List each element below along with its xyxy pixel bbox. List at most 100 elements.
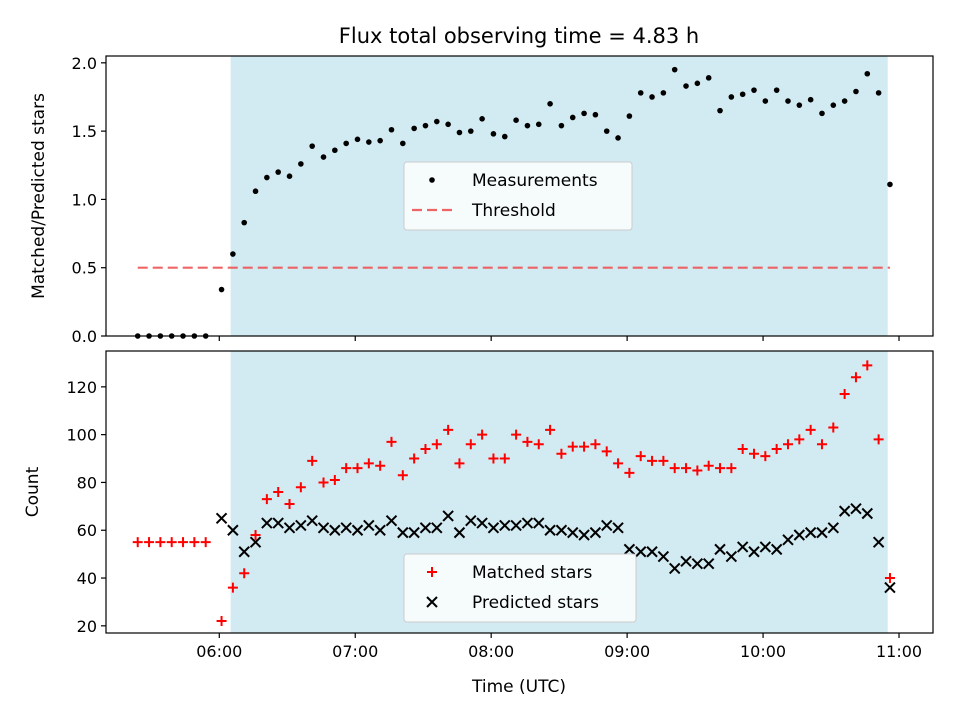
count-y-tick-label: 60 xyxy=(77,521,97,540)
matched-stars-point xyxy=(250,530,261,541)
measurements-point xyxy=(535,121,542,128)
matched-stars-point xyxy=(454,458,465,469)
predicted-stars-point xyxy=(601,519,613,532)
predicted-stars-point xyxy=(351,524,364,536)
predicted-stars-point xyxy=(578,529,590,541)
measurements-point xyxy=(739,91,746,98)
measurements-point xyxy=(490,131,497,137)
predicted-stars-point xyxy=(884,581,896,594)
predicted-stars-point xyxy=(397,526,409,539)
matched-stars-point xyxy=(850,372,861,383)
legend-label: Threshold xyxy=(471,201,556,221)
measurements-point xyxy=(332,147,338,154)
legend-label: Measurements xyxy=(472,171,598,191)
predicted-stars-point xyxy=(306,514,318,527)
measurements-point xyxy=(581,110,587,117)
matched-stars-point xyxy=(386,436,397,447)
measurements-point xyxy=(479,116,485,122)
measurements-point xyxy=(637,90,644,96)
matched-stars-point xyxy=(805,424,816,435)
measurements-point xyxy=(649,94,655,100)
ratio-y-tick-label: 2.0 xyxy=(72,54,97,73)
predicted-stars-point xyxy=(759,541,772,553)
matched-stars-point xyxy=(477,429,488,440)
predicted-stars-point xyxy=(646,546,658,558)
predicted-stars-point xyxy=(793,529,806,541)
measurements-point xyxy=(864,70,871,77)
ratio-y-tick-label: 0.0 xyxy=(72,327,97,346)
measurements-point xyxy=(819,110,825,117)
measurements-point xyxy=(400,140,406,147)
predicted-stars-point xyxy=(408,526,420,539)
predicted-stars-point xyxy=(227,524,239,536)
measurements-point xyxy=(298,161,304,167)
predicted-stars-point xyxy=(317,522,330,534)
legend-matched-stars-swatch xyxy=(427,567,437,577)
measurements-point xyxy=(592,111,599,118)
matched-stars-point xyxy=(782,439,793,450)
predicted-stars-point xyxy=(782,534,794,546)
measurements-point xyxy=(275,169,281,175)
matched-stars-point xyxy=(715,463,726,474)
measurements-point xyxy=(252,188,259,195)
predicted-stars-point xyxy=(838,505,851,517)
matched-stars-point xyxy=(307,455,318,466)
matched-stars-point xyxy=(873,434,884,445)
matched-stars-point xyxy=(239,568,250,579)
predicted-stars-point xyxy=(555,524,568,536)
matched-stars-point xyxy=(511,429,522,440)
matched-stars-point xyxy=(681,463,692,474)
measurements-point xyxy=(445,121,451,128)
predicted-stars-point xyxy=(487,522,500,534)
measurements-point xyxy=(615,135,621,141)
predicted-stars-point xyxy=(861,507,874,520)
predicted-stars-point xyxy=(533,517,545,529)
matched-stars-point xyxy=(189,537,200,548)
matched-stars-point xyxy=(144,537,155,548)
x-tick-label: 11:00 xyxy=(876,642,922,661)
x-tick-label: 06:00 xyxy=(196,642,242,661)
predicted-stars-point xyxy=(283,522,296,534)
matched-stars-point xyxy=(363,458,374,469)
matched-stars-point xyxy=(545,424,556,435)
matched-stars-point xyxy=(737,443,748,454)
matched-stars-point xyxy=(352,463,363,474)
matched-stars-point xyxy=(295,482,306,493)
measurements-point xyxy=(411,125,417,132)
predicted-stars-point xyxy=(657,550,670,563)
predicted-stars-point xyxy=(816,526,828,539)
legend-label: Predicted stars xyxy=(472,593,599,613)
predicted-stars-point xyxy=(850,503,862,515)
predicted-stars-point xyxy=(702,557,715,570)
matched-stars-point xyxy=(862,360,873,371)
ratio-y-tick-label: 1.0 xyxy=(72,190,97,209)
measurements-point xyxy=(366,139,372,145)
measurements-point xyxy=(218,286,225,293)
predicted-stars-point xyxy=(612,522,624,534)
matched-stars-point xyxy=(488,453,499,464)
matched-stars-point xyxy=(567,441,578,452)
matched-stars-point xyxy=(749,448,760,459)
measurements-point xyxy=(660,90,667,96)
matched-stars-point xyxy=(613,458,624,469)
measurements-point xyxy=(671,66,678,73)
predicted-stars-point xyxy=(295,519,307,532)
axes-frame xyxy=(105,350,934,634)
matched-stars-point xyxy=(669,463,680,474)
ratio-y-axis-label: Matched/Predicted stars xyxy=(29,93,49,299)
predicted-stars-point xyxy=(329,524,341,536)
x-tick-label: 07:00 xyxy=(332,642,378,661)
matched-stars-point xyxy=(771,443,782,454)
predicted-stars-point xyxy=(567,526,579,539)
count-panel: 20 40 60 80 100 120 06:00 07:00 08:00 09:00 10:00 1… xyxy=(23,350,934,661)
matched-stars-point xyxy=(409,453,420,464)
predicted-stars-point xyxy=(499,519,511,532)
measurements-point xyxy=(796,102,803,108)
measurements-point xyxy=(773,87,780,93)
measurements-point xyxy=(377,137,383,144)
predicted-stars-point xyxy=(442,510,454,522)
matched-stars-point xyxy=(318,477,329,488)
measurements-point xyxy=(286,173,293,179)
predicted-stars-point xyxy=(238,546,250,558)
